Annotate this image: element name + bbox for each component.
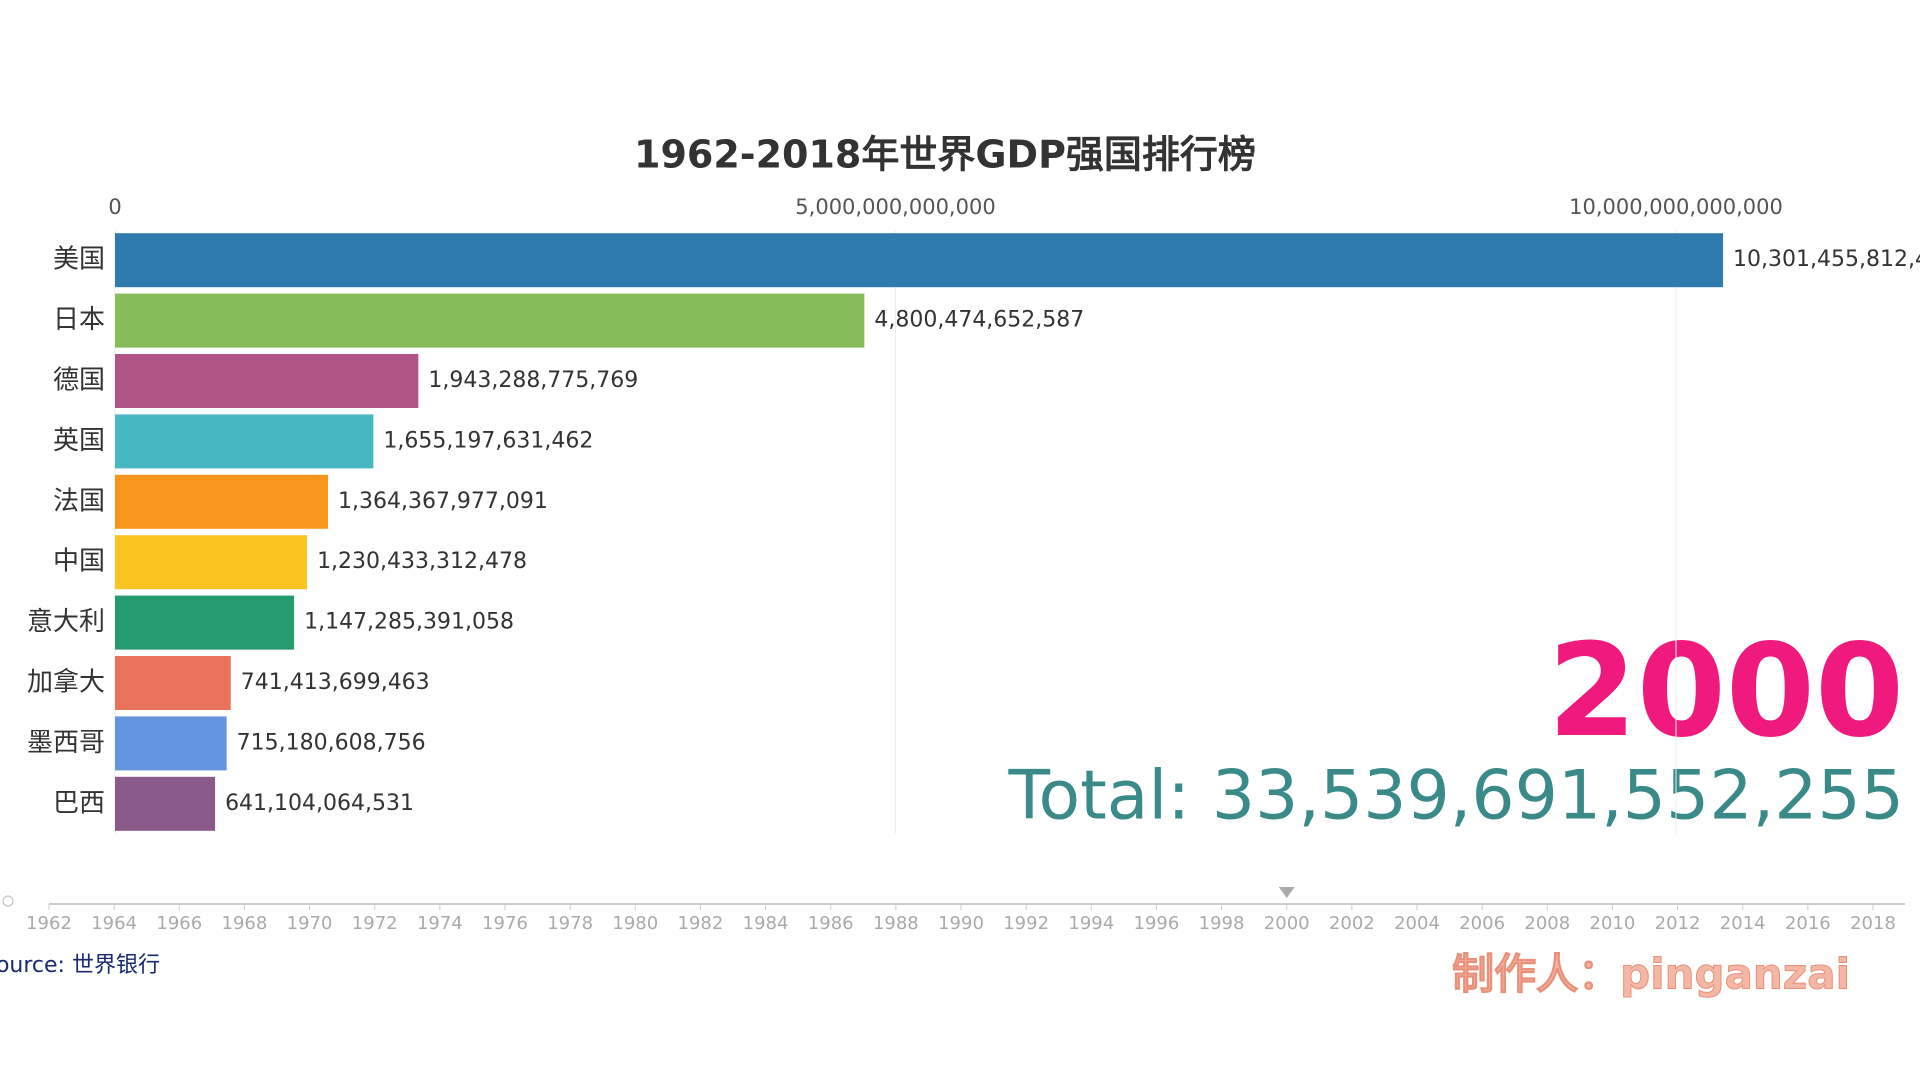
timeline-tick-label: 1970 xyxy=(287,913,333,934)
bar xyxy=(115,716,227,771)
value-label: 1,655,197,631,462 xyxy=(383,428,593,453)
timeline-tick-label: 2012 xyxy=(1655,913,1701,934)
timeline-tick-label: 1962 xyxy=(26,913,72,934)
x-tick-label: 0 xyxy=(108,195,121,219)
total: Total: 33,539,691,552,255 xyxy=(1008,757,1905,836)
timeline-tick-label: 2016 xyxy=(1785,913,1831,934)
category-label: 法国 xyxy=(53,486,105,516)
timeline-tick-label: 2004 xyxy=(1394,913,1440,934)
timeline-tick-label: 1976 xyxy=(482,913,528,934)
current-year: 2000 xyxy=(1548,617,1904,766)
source: Source: 世界银行 xyxy=(0,953,160,978)
timeline-tick-label: 1984 xyxy=(743,913,789,934)
category-label: 日本 xyxy=(53,305,105,335)
bar xyxy=(115,595,295,650)
bar xyxy=(115,535,308,590)
value-label: 4,800,474,652,587 xyxy=(874,308,1084,333)
timeline-handle[interactable] xyxy=(2,895,14,907)
category-label: 墨西哥 xyxy=(27,728,105,758)
bar xyxy=(115,656,231,710)
timeline-tick-label: 1998 xyxy=(1199,913,1245,934)
timeline-tick-label: 2002 xyxy=(1329,913,1375,934)
chart-title: 1962-2018年世界GDP强国排行榜 xyxy=(634,133,1256,177)
x-tick-label: 5,000,000,000,000 xyxy=(795,195,995,219)
category-label: 加拿大 xyxy=(27,668,105,698)
value-label: 10,301,455,812,4 xyxy=(1733,247,1920,272)
watermark: 制作人：pinganzai xyxy=(1452,950,1850,999)
timeline-tick-label: 2000 xyxy=(1264,913,1310,934)
timeline-tick-label: 1994 xyxy=(1068,913,1114,934)
category-label: 巴西 xyxy=(53,788,105,818)
timeline-tick-label: 2014 xyxy=(1720,913,1766,934)
bar xyxy=(115,233,1724,288)
timeline-marker xyxy=(1278,887,1295,898)
timeline-tick-label: 1990 xyxy=(938,913,984,934)
value-label: 641,104,064,531 xyxy=(225,791,414,816)
timeline-tick-label: 1988 xyxy=(873,913,919,934)
value-label: 1,943,288,775,769 xyxy=(428,368,638,393)
timeline-tick-label: 1986 xyxy=(808,913,854,934)
category-label: 美国 xyxy=(53,245,105,275)
value-label: 1,230,433,312,478 xyxy=(317,549,527,574)
timeline-tick-label: 1980 xyxy=(612,913,658,934)
value-label: 715,180,608,756 xyxy=(237,730,426,755)
bar xyxy=(115,354,419,408)
timeline-tick-label: 1966 xyxy=(156,913,202,934)
timeline-tick-label: 1996 xyxy=(1134,913,1180,934)
timeline-tick-label: 1968 xyxy=(222,913,268,934)
timeline-tick-label: 1964 xyxy=(91,913,137,934)
bar xyxy=(115,414,374,469)
value-label: 1,364,367,977,091 xyxy=(338,489,548,514)
category-label: 意大利 xyxy=(27,607,105,637)
timeline-tick-label: 1974 xyxy=(417,913,463,934)
category-label: 德国 xyxy=(53,366,105,396)
value-label: 741,413,699,463 xyxy=(241,670,430,695)
value-label: 1,147,285,391,058 xyxy=(304,610,514,635)
timeline-tick-label: 2010 xyxy=(1590,913,1636,934)
timeline-tick-label: 1982 xyxy=(678,913,724,934)
bar xyxy=(115,776,216,831)
timeline-tick-label: 2008 xyxy=(1524,913,1570,934)
timeline-tick-label: 1992 xyxy=(1003,913,1049,934)
bar xyxy=(115,474,328,529)
bar xyxy=(115,293,865,348)
timeline-tick-label: 1978 xyxy=(547,913,593,934)
category-label: 英国 xyxy=(53,426,105,456)
x-tick-label: 10,000,000,000,000 xyxy=(1569,195,1783,219)
timeline-tick-label: 2018 xyxy=(1850,913,1896,934)
category-label: 中国 xyxy=(53,547,105,577)
timeline-tick-label: 1972 xyxy=(352,913,398,934)
timeline-tick-label: 2006 xyxy=(1459,913,1505,934)
